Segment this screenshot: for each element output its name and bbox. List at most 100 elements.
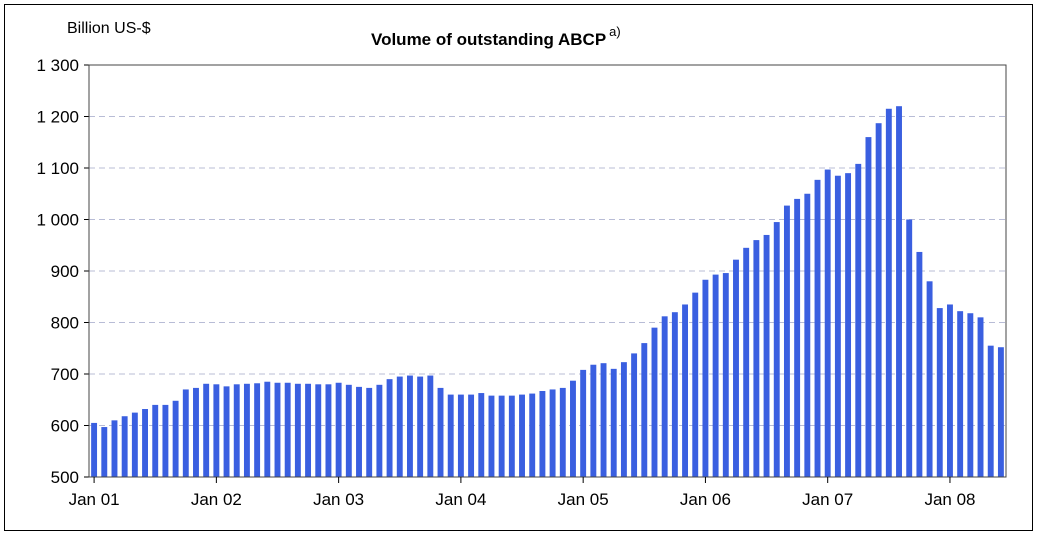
bar	[213, 384, 220, 477]
bar	[834, 175, 841, 477]
bar	[376, 384, 383, 477]
x-tick-label: Jan 01	[69, 490, 120, 509]
axes-layer: 500 600 700 800 900 1 000 1 100 1 200 1 300 Jan 0…	[36, 56, 1007, 509]
bar	[274, 382, 281, 477]
bar	[875, 123, 882, 477]
bar	[661, 316, 668, 477]
bar	[305, 383, 312, 477]
bar	[131, 412, 138, 477]
bar	[447, 394, 454, 477]
bar	[121, 416, 128, 477]
bar	[722, 273, 729, 477]
y-tick-label: 600	[51, 417, 79, 436]
y-tick-label: 1 200	[36, 108, 79, 127]
x-tick-label: Jan 06	[680, 490, 731, 509]
bar	[193, 387, 199, 477]
bar	[294, 383, 301, 477]
y-tick-label: 500	[51, 468, 79, 487]
bar	[519, 394, 525, 477]
bar	[406, 375, 413, 477]
x-tick-label: Jan 02	[191, 490, 242, 509]
bars-layer	[91, 106, 1004, 478]
bar	[997, 347, 1004, 477]
bar	[203, 383, 210, 477]
bar	[692, 292, 699, 477]
bar	[345, 384, 352, 477]
bar	[508, 395, 515, 477]
bar	[172, 400, 179, 477]
bar	[549, 389, 556, 477]
bar	[824, 169, 831, 478]
bar	[254, 383, 261, 477]
plot-border	[88, 64, 1007, 478]
y-tick-label: 700	[51, 365, 79, 384]
bar	[233, 384, 240, 477]
bar	[671, 312, 678, 477]
bar	[804, 193, 811, 477]
bar	[488, 395, 495, 477]
bar	[977, 317, 984, 477]
bar	[906, 219, 913, 477]
bar	[987, 345, 994, 477]
bar	[91, 422, 98, 477]
bar	[264, 381, 271, 477]
bar	[366, 387, 373, 477]
bar	[570, 380, 576, 477]
bar	[427, 375, 434, 477]
bar	[702, 279, 709, 477]
bar	[947, 304, 953, 477]
bar	[845, 173, 852, 477]
bar	[386, 379, 393, 477]
bar	[284, 382, 291, 477]
bar	[457, 394, 464, 477]
bar	[223, 386, 230, 477]
bar	[325, 384, 332, 477]
bar	[743, 247, 750, 477]
bar	[152, 404, 159, 477]
bar	[417, 376, 424, 477]
grid-layer	[89, 116, 1006, 426]
y-tick-label: 1 100	[36, 159, 79, 178]
bar	[926, 281, 933, 477]
bar	[468, 394, 475, 477]
bar	[620, 362, 627, 477]
bar	[335, 382, 342, 477]
bar	[794, 198, 801, 477]
x-tick-label: Jan 07	[802, 490, 853, 509]
bar	[641, 343, 648, 477]
bar	[101, 427, 108, 477]
y-tick-label: 1 000	[36, 211, 79, 230]
bar	[783, 205, 790, 477]
bar	[356, 386, 362, 477]
bar	[142, 409, 148, 477]
x-tick-label: Jan 04	[435, 490, 486, 509]
x-tick-label: Jan 03	[313, 490, 364, 509]
bar	[437, 387, 444, 477]
unit-label: Billion US-$	[67, 20, 151, 37]
y-tick-label: 800	[51, 314, 79, 333]
x-tick-label: Jan 05	[558, 490, 609, 509]
bar	[600, 363, 607, 477]
bar	[478, 393, 485, 477]
chart-title: Volume of outstanding ABCP a)	[371, 24, 621, 49]
bar	[712, 274, 719, 477]
bar	[396, 376, 403, 477]
bar	[957, 311, 964, 477]
bar	[865, 137, 872, 477]
bar	[773, 222, 780, 477]
bar	[651, 327, 658, 477]
abcp-bar-chart: 500 600 700 800 900 1 000 1 100 1 200 1 300 Jan 0…	[36, 20, 1007, 509]
bar	[631, 353, 638, 477]
chart-title-superscript: a)	[609, 24, 621, 39]
bar	[580, 369, 587, 477]
y-tick-label: 1 300	[36, 56, 79, 75]
chart-title-text: Volume of outstanding ABCP	[371, 30, 606, 49]
bar	[936, 308, 943, 477]
bar	[559, 387, 566, 477]
bar	[763, 234, 770, 477]
bar	[498, 395, 505, 477]
bar	[590, 364, 597, 477]
bar	[529, 393, 536, 477]
bar	[162, 404, 169, 477]
bar	[855, 163, 862, 477]
